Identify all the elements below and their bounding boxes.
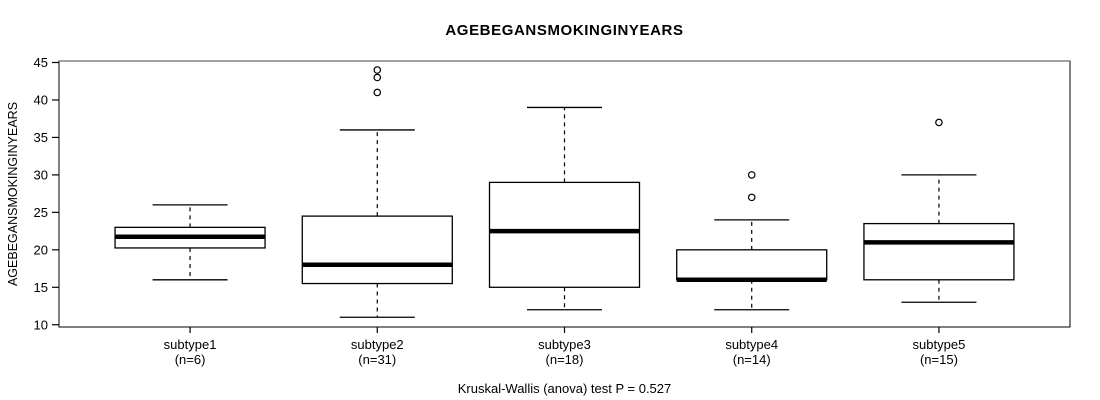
y-tick-label: 25 bbox=[34, 205, 48, 220]
x-tick-sublabel: (n=15) bbox=[920, 352, 958, 367]
outlier-point bbox=[373, 66, 382, 74]
x-tick-label: subtype4 bbox=[725, 337, 778, 352]
outlier-point bbox=[373, 88, 382, 97]
outlier-point bbox=[935, 118, 943, 127]
x-tick-sublabel: (n=6) bbox=[175, 352, 206, 367]
x-tick-label: subtype2 bbox=[351, 337, 404, 352]
x-tick-label: subtype1 bbox=[164, 337, 217, 352]
x-tick-sublabel: (n=18) bbox=[546, 352, 584, 367]
outlier-point bbox=[747, 193, 756, 202]
y-tick-label: 20 bbox=[34, 242, 48, 257]
y-tick-label: 10 bbox=[34, 317, 48, 332]
box bbox=[488, 181, 641, 288]
box bbox=[863, 222, 1015, 281]
y-tick-label: 30 bbox=[34, 167, 48, 182]
x-tick-label: subtype3 bbox=[538, 337, 591, 352]
y-tick-label: 45 bbox=[34, 55, 48, 70]
chart-title: AGEBEGANSMOKINGINYEARS bbox=[445, 22, 684, 39]
box bbox=[676, 249, 828, 281]
y-tick-label: 35 bbox=[34, 130, 48, 145]
x-tick-sublabel: (n=31) bbox=[358, 352, 396, 367]
annotation-pvalue: Kruskal-Wallis (anova) test P = 0.527 bbox=[457, 381, 672, 396]
box bbox=[301, 215, 453, 285]
x-tick-label: subtype5 bbox=[913, 337, 966, 352]
x-tick-sublabel: (n=14) bbox=[733, 352, 771, 367]
outlier-point bbox=[373, 73, 382, 82]
y-tick-label: 15 bbox=[34, 280, 48, 295]
y-tick-label: 40 bbox=[34, 92, 48, 107]
outlier-point bbox=[747, 171, 756, 179]
